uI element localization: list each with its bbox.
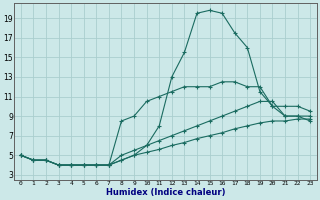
X-axis label: Humidex (Indice chaleur): Humidex (Indice chaleur) <box>106 188 225 197</box>
